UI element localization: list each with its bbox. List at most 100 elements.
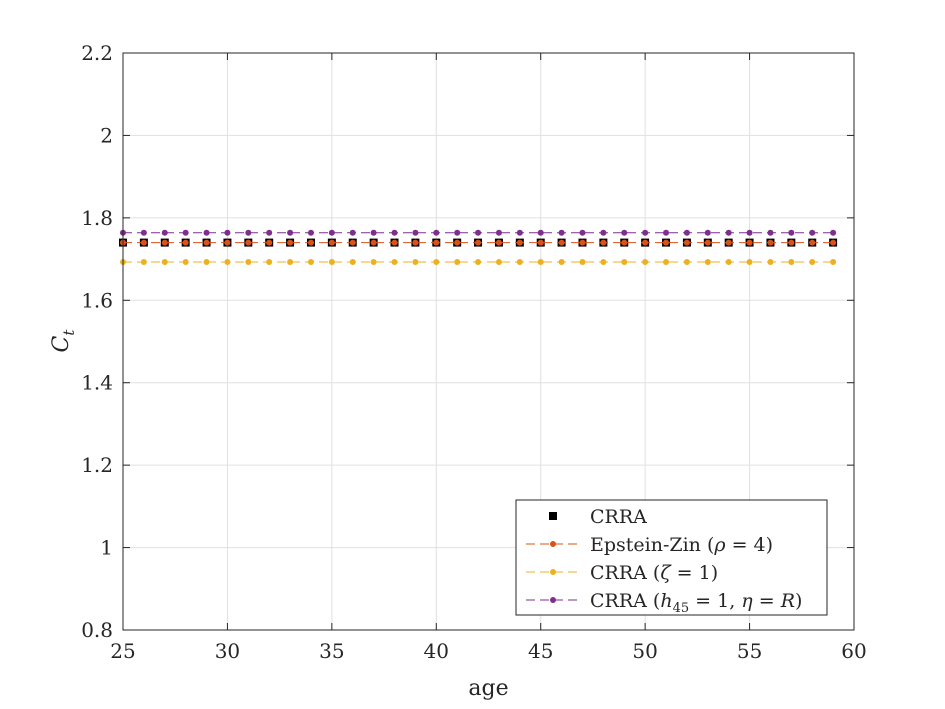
data-point <box>203 239 210 246</box>
data-point <box>788 229 795 236</box>
data-point <box>495 258 502 265</box>
x-tick-label: 25 <box>110 639 135 663</box>
data-point <box>600 239 607 246</box>
data-point <box>767 258 774 265</box>
y-tick-label: 1 <box>100 536 113 560</box>
data-point <box>349 258 356 265</box>
data-point <box>746 239 753 246</box>
data-point <box>579 229 586 236</box>
data-point <box>683 258 690 265</box>
data-point <box>245 239 252 246</box>
data-point <box>663 229 670 236</box>
data-point <box>600 229 607 236</box>
legend-entry: Epstein-Zin (ρ = 4) <box>526 534 773 556</box>
data-point <box>412 239 419 246</box>
data-point <box>516 239 523 246</box>
legend-label: CRRA (ζ = 1) <box>590 562 718 584</box>
legend-label: Epstein-Zin (ρ = 4) <box>590 534 773 556</box>
data-point <box>391 239 398 246</box>
y-tick-label: 2 <box>100 123 113 147</box>
x-tick-label: 40 <box>424 639 449 663</box>
legend-marker <box>550 541 556 547</box>
x-tick-labels: 25 30 35 40 45 50 55 60 <box>110 639 866 663</box>
data-point <box>370 229 377 236</box>
data-point <box>642 258 649 265</box>
data-point <box>809 258 816 265</box>
legend-label: CRRA <box>590 506 647 528</box>
y-tick-label: 2.2 <box>81 41 113 65</box>
data-point <box>433 239 440 246</box>
x-axis-title: age <box>468 676 508 701</box>
data-point <box>642 229 649 236</box>
data-point <box>245 258 252 265</box>
data-point <box>391 229 398 236</box>
data-point <box>830 239 837 246</box>
data-point <box>746 229 753 236</box>
data-point <box>537 258 544 265</box>
data-point <box>161 258 168 265</box>
data-point <box>454 239 461 246</box>
data-point <box>725 239 732 246</box>
x-tick-label: 45 <box>528 639 553 663</box>
data-point <box>307 229 314 236</box>
data-point <box>683 229 690 236</box>
y-axis-title: Ct <box>49 329 78 353</box>
data-point <box>704 229 711 236</box>
data-point <box>287 239 294 246</box>
data-point <box>224 239 231 246</box>
data-point <box>161 229 168 236</box>
data-point <box>767 229 774 236</box>
data-point <box>266 229 273 236</box>
y-tick-label: 1.8 <box>81 206 113 230</box>
data-point <box>746 258 753 265</box>
data-point <box>307 239 314 246</box>
data-point <box>370 258 377 265</box>
data-point <box>767 239 774 246</box>
data-point <box>328 229 335 236</box>
data-point <box>704 258 711 265</box>
data-point <box>328 239 335 246</box>
series-1 <box>120 239 837 246</box>
data-point <box>704 239 711 246</box>
data-point <box>140 258 147 265</box>
y-axis-title-main: C <box>49 335 74 352</box>
data-point <box>809 229 816 236</box>
data-point <box>558 229 565 236</box>
legend-entry: CRRA (ζ = 1) <box>526 562 718 584</box>
data-point <box>830 258 837 265</box>
data-point <box>182 229 189 236</box>
x-tick-label: 35 <box>319 639 344 663</box>
data-point <box>224 229 231 236</box>
data-point <box>537 239 544 246</box>
data-point <box>203 258 210 265</box>
data-point <box>287 258 294 265</box>
data-point <box>579 258 586 265</box>
data-point <box>454 229 461 236</box>
data-point <box>725 229 732 236</box>
data-point <box>475 258 482 265</box>
data-point <box>558 258 565 265</box>
data-point <box>349 229 356 236</box>
data-point <box>349 239 356 246</box>
data-point <box>663 258 670 265</box>
data-point <box>830 229 837 236</box>
data-point <box>224 258 231 265</box>
y-tick-label: 0.8 <box>81 618 113 642</box>
legend-entry: CRRA (h45 = 1, η = R) <box>526 590 802 616</box>
data-point <box>433 258 440 265</box>
data-point <box>370 239 377 246</box>
data-point <box>307 258 314 265</box>
data-point <box>266 258 273 265</box>
data-point <box>475 239 482 246</box>
data-point <box>203 229 210 236</box>
series-2 <box>120 258 837 265</box>
x-tick-label: 30 <box>215 639 240 663</box>
data-point <box>182 258 189 265</box>
legend-entry: CRRA <box>549 506 647 528</box>
x-tick-label: 50 <box>632 639 657 663</box>
legend-marker <box>550 569 556 575</box>
data-point <box>475 229 482 236</box>
data-point <box>558 239 565 246</box>
y-tick-label: 1.2 <box>81 453 113 477</box>
